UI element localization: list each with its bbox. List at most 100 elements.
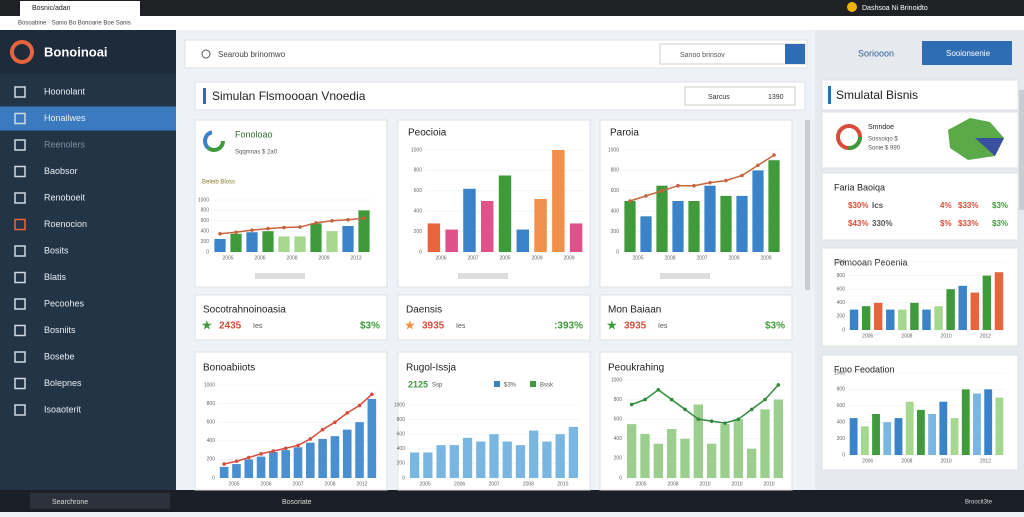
y-tick-label: 1000 [611,377,622,383]
nav-item[interactable]: Baobsor [44,166,78,176]
x-tick-label: 2006 [260,481,271,487]
bar [672,201,684,252]
bar [640,433,650,478]
kpi-cell: $33% [958,201,978,210]
bar [568,426,579,478]
nav-item[interactable]: Blatis [44,272,67,282]
taskbar [0,490,1024,512]
nav-item[interactable]: Bosits [44,245,69,255]
card [821,79,1019,111]
x-tick-label: 2008 [324,481,335,487]
bar [747,448,757,478]
bar [849,309,859,330]
search-icon [201,49,211,59]
nav-item[interactable]: Isoaoterit [44,404,82,414]
taskbar-search[interactable] [30,493,170,509]
bar [720,195,732,252]
bar [542,441,552,478]
bar [293,447,303,478]
kpi-value: 2435 [219,321,242,332]
bar [873,302,883,330]
bar [515,445,526,478]
x-tick-label: 2009 [318,255,329,261]
x-tick-label: 2005 [632,255,643,261]
bar [861,306,871,330]
bar [656,185,668,252]
y-tick-label: 600 [397,432,406,438]
address-bar[interactable] [0,16,1024,30]
y-tick-label: 800 [414,168,423,174]
y-tick-label: 600 [207,420,216,426]
nav-item[interactable]: Pecoohes [44,298,85,308]
bar [934,306,943,330]
nav-item[interactable]: Renoboeit [44,192,86,202]
logo [10,40,34,64]
scrollbar [255,273,305,279]
bar [760,409,770,478]
tab[interactable] [20,1,140,16]
nav-icon [14,139,26,151]
bar [894,418,903,455]
donut [203,130,225,152]
nav-icon [14,245,26,257]
bar [489,434,499,478]
y-tick-label: 1000 [198,197,209,203]
bar [946,289,955,330]
legend: Bssk [540,383,554,389]
bar [367,398,377,478]
nav-item[interactable]: Bolepnes [44,378,82,388]
trend-point [234,230,238,235]
bar [516,229,529,252]
bar [355,422,364,478]
trend-point [218,232,222,236]
donut-line: Sonie $ 990 [868,146,901,152]
bar [667,429,677,478]
y-tick-label: 0 [842,452,845,458]
legend-swatch [530,381,536,387]
action-button[interactable] [922,41,1012,65]
bar [232,464,241,478]
nav-item[interactable]: Bosniits [44,325,76,335]
nav-item[interactable]: Reenolers [44,139,86,149]
trend-point [370,392,374,397]
x-tick-label: 2008 [901,458,912,464]
donut-title: Smndoe [868,124,894,131]
bar [294,236,306,252]
bar [680,438,690,478]
donut [203,130,225,152]
filter[interactable] [684,86,796,106]
bar [449,445,459,478]
search-button[interactable] [785,44,805,64]
trend-point [683,407,687,412]
bar [306,442,315,478]
nav-icon [14,298,26,310]
bar [720,424,730,478]
bar [973,393,981,455]
nav-icon [14,165,26,178]
x-tick-label: 2010 [699,481,710,487]
bar [768,160,780,252]
nav-item[interactable]: Bosebe [44,351,75,361]
nav-item[interactable]: Honailwes [44,113,86,123]
bar [982,275,992,330]
x-tick-label: 2008 [667,481,678,487]
bar [958,285,967,330]
nav-active [0,106,176,131]
x-tick-label: 2010 [763,481,774,487]
nav-item[interactable]: Roenocion [44,219,87,229]
bar [555,434,565,478]
bar [872,414,880,455]
nav-item[interactable]: Hoonolant [44,86,86,96]
kpi-change: $3% [360,321,380,332]
bar [230,233,242,252]
y-tick-label: 400 [837,420,846,426]
action-link[interactable]: Soriooon [858,48,894,58]
x-tick-label: 2006 [254,255,265,261]
trend-point [250,228,254,232]
bar [653,443,663,478]
kpi-title: Daensis [406,305,442,316]
y-tick-label: 400 [201,229,210,235]
y-tick-label: 800 [614,397,623,403]
bar [318,438,327,478]
card-title: Peocioia [408,128,447,139]
